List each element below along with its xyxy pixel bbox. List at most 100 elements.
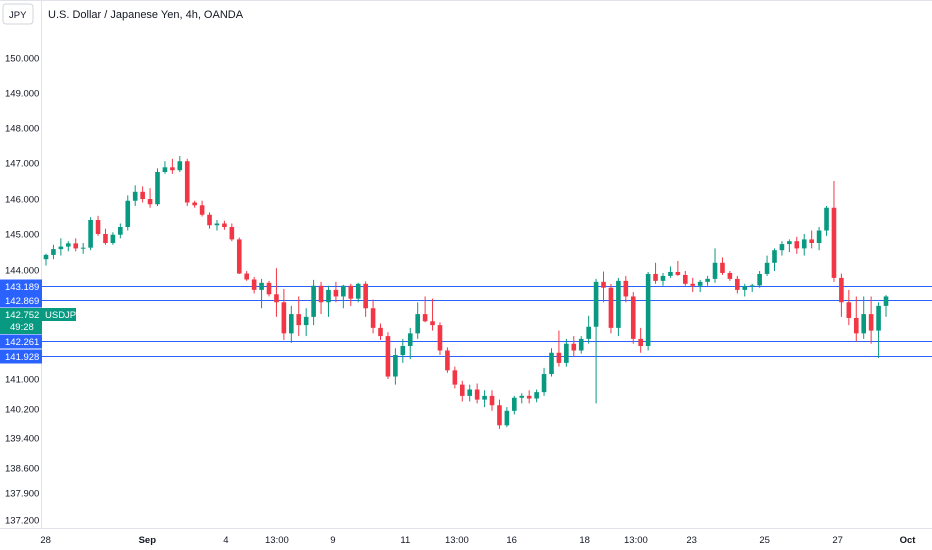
candle-body (645, 273, 651, 346)
candle (757, 270, 762, 288)
candle (333, 281, 339, 303)
candle-body (861, 314, 867, 334)
candle-body (430, 321, 435, 326)
candle (571, 336, 577, 357)
candle (296, 296, 302, 337)
time-tick-label: 11 (400, 535, 410, 546)
candle-body (712, 262, 718, 279)
candle (445, 347, 450, 373)
candle-body (779, 244, 785, 251)
time-tick-label: 16 (506, 535, 517, 546)
candle (876, 302, 881, 358)
bar-countdown: 49:28 (10, 322, 34, 333)
chart-title: U.S. Dollar / Japanese Yen, 4h, OANDA (48, 9, 244, 21)
candle-body (571, 343, 577, 351)
candle (787, 239, 792, 252)
candle (742, 283, 748, 297)
candle-body (497, 405, 502, 426)
candle (65, 241, 71, 252)
price-axis[interactable]: 150.000 149.000 148.000 147.000 146.000 145.0… (5, 54, 39, 527)
candle-body (772, 250, 777, 263)
candle-body (876, 305, 881, 331)
candle-body (831, 207, 837, 278)
candle-body (422, 314, 428, 322)
candle-body (407, 333, 413, 346)
candle-body (801, 239, 807, 249)
candle-body (816, 230, 822, 243)
candle-body (720, 262, 725, 273)
candle-body (549, 352, 554, 375)
candle-body (177, 161, 183, 171)
time-tick-label: 25 (759, 535, 770, 546)
candle-body (274, 294, 279, 303)
price-tick-label: 147.000 (5, 159, 39, 170)
currency-button-frame[interactable] (2, 3, 34, 25)
candle (192, 200, 197, 208)
level-label: 141.928 (5, 352, 39, 363)
level-label-bg (0, 334, 42, 349)
candle-body (682, 274, 688, 284)
candle-body (289, 314, 294, 334)
symbol-badge-bg (42, 308, 76, 321)
candle (51, 244, 56, 260)
candle-body (668, 271, 673, 276)
candle (437, 322, 443, 356)
price-tick-label: 148.000 (5, 124, 39, 135)
candle (140, 186, 145, 203)
candle-body (311, 285, 316, 317)
candle-body (259, 282, 264, 290)
horizontal-levels[interactable]: 143.189 142.869 142.261 141.928 (0, 279, 932, 364)
candle (110, 232, 116, 245)
candle (801, 234, 807, 256)
time-tick-label: 13:00 (624, 535, 648, 546)
candle-body (512, 397, 517, 411)
candle (556, 330, 562, 367)
candle-body (125, 200, 131, 227)
candle-body (80, 247, 86, 249)
candle (147, 188, 153, 208)
currency-button[interactable]: JPY (2, 3, 34, 25)
candle-body (65, 243, 71, 247)
time-tick-label: 9 (330, 535, 335, 546)
candle (504, 407, 510, 428)
candle-body (378, 327, 383, 337)
candle-body (296, 314, 302, 326)
candle-body (236, 239, 242, 274)
candle-body (749, 285, 755, 287)
candle-body (846, 302, 852, 318)
candle (259, 278, 264, 309)
candle (303, 308, 309, 337)
candle-body (192, 202, 197, 206)
candle (883, 295, 889, 317)
candle (534, 389, 539, 403)
candle (697, 279, 703, 293)
candle (229, 223, 235, 242)
candle (839, 273, 844, 317)
price-tick-label: 139.400 (5, 434, 39, 445)
candle (474, 383, 480, 404)
candle (400, 338, 406, 363)
candle-body (251, 279, 257, 290)
candle (318, 281, 324, 315)
candle (868, 296, 874, 344)
candle-body (504, 410, 510, 426)
candle (311, 279, 316, 326)
currency-button-label[interactable]: JPY (9, 10, 27, 21)
candle (541, 367, 547, 396)
time-axis[interactable]: 28 Sep 4 13:00 9 11 13:00 16 18 13:00 23 25 27 Oct (40, 535, 916, 546)
candle-body (363, 283, 368, 309)
candle (690, 277, 696, 293)
candle (779, 241, 785, 256)
candle (482, 390, 487, 408)
level-label-bg (0, 293, 42, 308)
candle-body (616, 280, 621, 328)
candle (824, 206, 829, 236)
candle (207, 212, 212, 229)
candle-body (88, 220, 93, 248)
candle (162, 161, 168, 174)
candle-body (110, 234, 116, 243)
candle-body (853, 317, 859, 334)
candle-body (207, 214, 212, 226)
candle (549, 348, 554, 377)
